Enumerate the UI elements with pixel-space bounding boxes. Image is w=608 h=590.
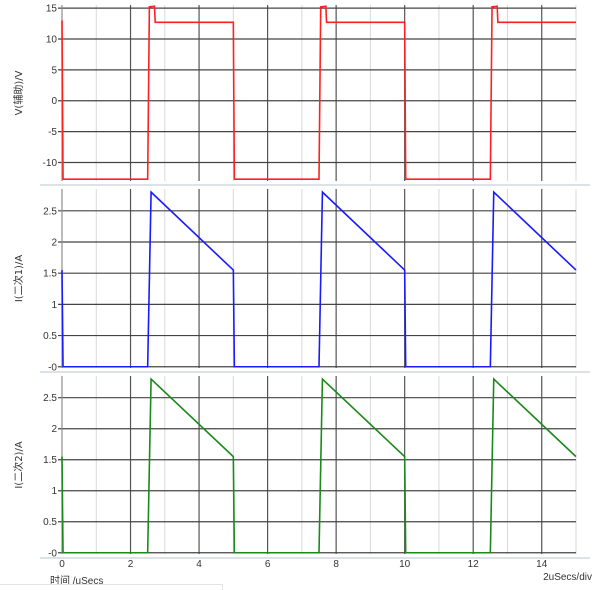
y-tick-label: 1 <box>51 300 57 311</box>
x-tick-label: 10 <box>399 559 411 570</box>
y-tick-label: 1.5 <box>43 455 57 466</box>
panel-3: 2.5 2 1.5 1 0.5 -0 I(二次2)/A <box>12 376 590 559</box>
y-tick-label: -5 <box>48 127 57 138</box>
y-tick-label: 2 <box>51 238 57 249</box>
y-tick-label: -0 <box>48 548 57 559</box>
y-tick-label: 2.5 <box>43 206 57 217</box>
y-tick-label: 0.5 <box>43 517 57 528</box>
y-axis-label: I(二次1)/A <box>12 255 25 302</box>
y-tick-label: 2 <box>51 424 57 435</box>
y-axis-label: I(二次2)/A <box>12 441 25 488</box>
y-tick-label: 10 <box>46 34 58 45</box>
status-box <box>0 584 223 590</box>
series-line <box>61 377 577 554</box>
x-tick-label: 4 <box>196 559 202 570</box>
panel-2: 2.5 2 1.5 1 0.5 -0 I(二次1)/A <box>12 189 590 373</box>
x-tick-label: 6 <box>265 559 271 570</box>
panel-1: 15 10 5 0 -5 -10 V(辅助)/V <box>12 4 590 186</box>
y-tick-label: -10 <box>43 158 58 169</box>
y-axis-label: V(辅助)/V <box>12 70 25 115</box>
y-tick-label: 2.5 <box>43 393 57 404</box>
series-line <box>61 190 577 368</box>
time-scale-label: 2uSecs/div <box>543 572 592 583</box>
x-tick-label: 2 <box>128 559 134 570</box>
x-tick-label: 0 <box>59 559 65 570</box>
y-tick-label: 0.5 <box>43 331 57 342</box>
y-tick-label: 1 <box>51 486 57 497</box>
y-tick-label: -0 <box>48 362 57 373</box>
y-tick-label: 5 <box>51 65 57 76</box>
x-tick-label: 8 <box>333 559 339 570</box>
x-tick-label: 12 <box>468 559 480 570</box>
y-tick-label: 1.5 <box>43 269 57 280</box>
y-tick-label: 15 <box>46 4 58 15</box>
series-line <box>61 5 576 180</box>
x-axis-label: 时间 /uSecs <box>50 576 104 587</box>
x-tick-label: 14 <box>536 559 548 570</box>
y-tick-label: 0 <box>51 96 57 107</box>
